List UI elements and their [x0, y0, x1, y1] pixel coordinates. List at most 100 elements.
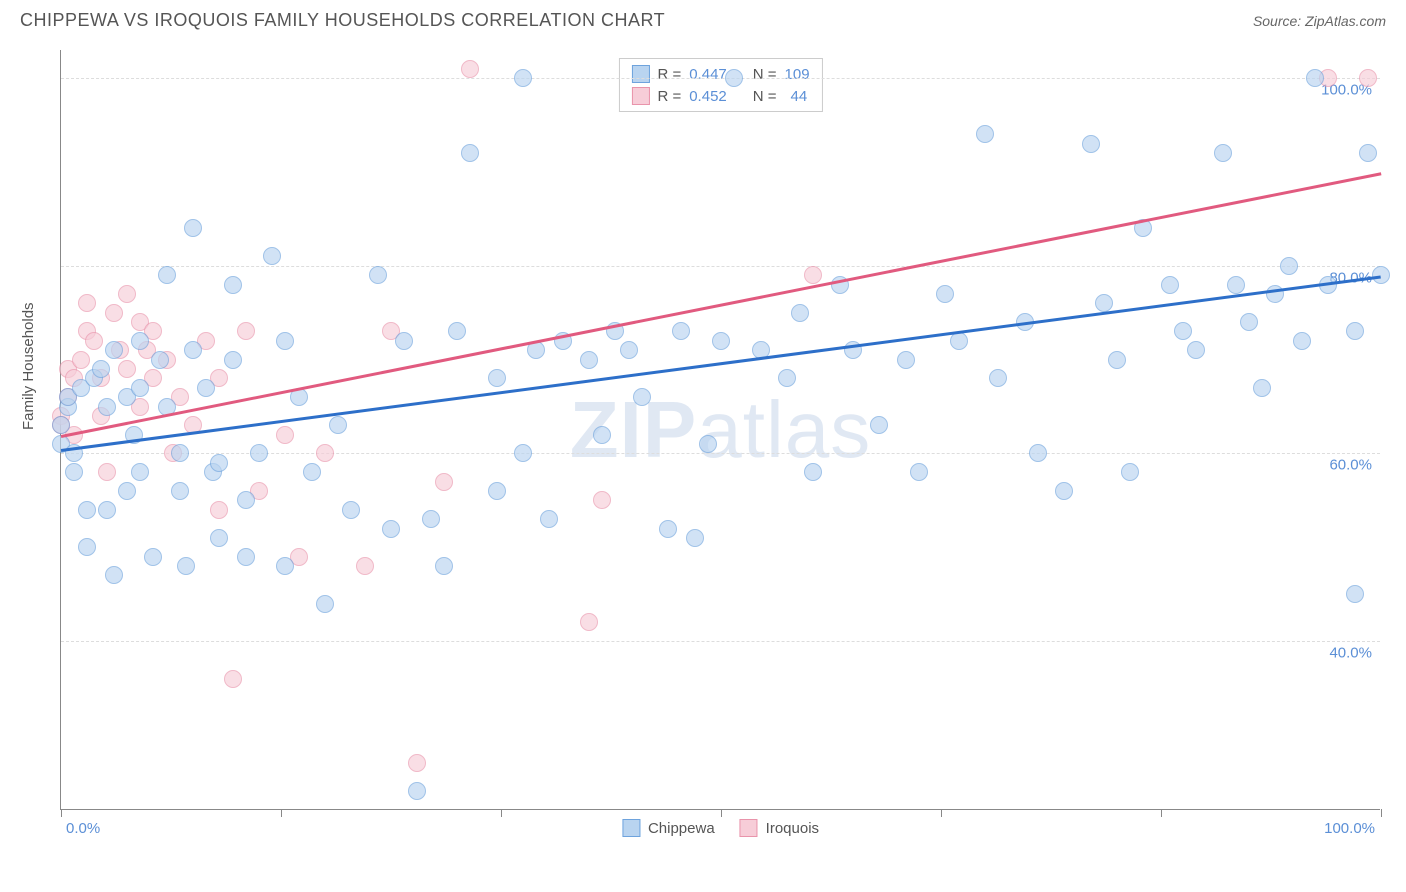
chippewa-point	[177, 557, 195, 575]
chippewa-point	[237, 548, 255, 566]
iroquois-point	[356, 557, 374, 575]
chippewa-point	[514, 69, 532, 87]
iroquois-point	[316, 444, 334, 462]
chippewa-point	[461, 144, 479, 162]
legend-r-label: R =	[657, 66, 681, 83]
chippewa-point	[105, 341, 123, 359]
chippewa-point	[976, 125, 994, 143]
chippewa-point	[488, 482, 506, 500]
chippewa-point	[435, 557, 453, 575]
chart-title: CHIPPEWA VS IROQUOIS FAMILY HOUSEHOLDS C…	[20, 10, 665, 31]
chippewa-point	[65, 463, 83, 481]
chippewa-point	[237, 491, 255, 509]
chippewa-point	[52, 416, 70, 434]
legend-swatch-chippewa	[631, 65, 649, 83]
chippewa-point	[804, 463, 822, 481]
chippewa-point	[131, 379, 149, 397]
x-tick	[1161, 809, 1162, 817]
chippewa-point	[224, 276, 242, 294]
legend-swatch-chippewa-icon	[622, 819, 640, 837]
chippewa-point	[712, 332, 730, 350]
iroquois-point	[276, 426, 294, 444]
iroquois-point	[85, 332, 103, 350]
chippewa-point	[316, 595, 334, 613]
x-tick-label-max: 100.0%	[1324, 820, 1375, 837]
chippewa-point	[369, 266, 387, 284]
chippewa-point	[1095, 294, 1113, 312]
iroquois-point	[408, 754, 426, 772]
chippewa-trend-line	[61, 275, 1381, 451]
grid-line	[61, 266, 1380, 267]
iroquois-point	[237, 322, 255, 340]
legend-n-chippewa: 109	[785, 66, 810, 83]
legend-swatch-iroquois-icon	[740, 819, 758, 837]
chippewa-point	[1029, 444, 1047, 462]
legend-r-chippewa: 0.447	[689, 66, 727, 83]
chippewa-point	[144, 548, 162, 566]
iroquois-point	[580, 613, 598, 631]
iroquois-point	[593, 491, 611, 509]
chippewa-point	[1346, 585, 1364, 603]
chippewa-point	[395, 332, 413, 350]
chippewa-point	[184, 219, 202, 237]
chippewa-point	[329, 416, 347, 434]
chippewa-point	[950, 332, 968, 350]
legend-swatch-iroquois	[631, 87, 649, 105]
chippewa-point	[250, 444, 268, 462]
chippewa-point	[620, 341, 638, 359]
chippewa-point	[151, 351, 169, 369]
chippewa-point	[1359, 144, 1377, 162]
chippewa-point	[1214, 144, 1232, 162]
grid-line	[61, 641, 1380, 642]
chippewa-point	[870, 416, 888, 434]
chippewa-point	[276, 557, 294, 575]
chippewa-point	[98, 398, 116, 416]
chippewa-point	[78, 501, 96, 519]
legend-item-iroquois: Iroquois	[740, 819, 819, 837]
chippewa-point	[725, 69, 743, 87]
legend-n-label-2: N =	[753, 88, 777, 105]
y-tick-label: 40.0%	[1329, 645, 1372, 662]
chippewa-point	[98, 501, 116, 519]
x-tick	[941, 809, 942, 817]
iroquois-point	[72, 351, 90, 369]
chippewa-point	[342, 501, 360, 519]
iroquois-point	[118, 285, 136, 303]
chippewa-point	[1161, 276, 1179, 294]
chippewa-point	[672, 322, 690, 340]
chippewa-point	[540, 510, 558, 528]
chippewa-point	[791, 304, 809, 322]
chippewa-point	[580, 351, 598, 369]
chippewa-point	[514, 444, 532, 462]
chippewa-point	[488, 369, 506, 387]
chart-plot-area: ZIPatlas R = 0.447 N = 109 R = 0.452 N =…	[60, 50, 1380, 810]
x-tick	[501, 809, 502, 817]
iroquois-point	[210, 501, 228, 519]
iroquois-point	[118, 360, 136, 378]
chippewa-point	[1174, 322, 1192, 340]
chippewa-point	[131, 463, 149, 481]
chippewa-point	[1240, 313, 1258, 331]
iroquois-point	[105, 304, 123, 322]
iroquois-point	[224, 670, 242, 688]
chippewa-point	[197, 379, 215, 397]
chippewa-point	[1121, 463, 1139, 481]
chippewa-point	[210, 454, 228, 472]
chippewa-point	[659, 520, 677, 538]
iroquois-trend-line	[61, 172, 1381, 437]
y-tick-label: 60.0%	[1329, 457, 1372, 474]
legend-label-chippewa: Chippewa	[648, 820, 715, 837]
chippewa-point	[910, 463, 928, 481]
chippewa-point	[1055, 482, 1073, 500]
chippewa-point	[210, 529, 228, 547]
chippewa-point	[633, 388, 651, 406]
chippewa-point	[1306, 69, 1324, 87]
chippewa-point	[105, 566, 123, 584]
chippewa-point	[1108, 351, 1126, 369]
watermark: ZIPatlas	[570, 384, 871, 476]
iroquois-point	[98, 463, 116, 481]
chippewa-point	[1187, 341, 1205, 359]
chippewa-point	[989, 369, 1007, 387]
legend-r-label-2: R =	[657, 88, 681, 105]
chippewa-point	[184, 341, 202, 359]
